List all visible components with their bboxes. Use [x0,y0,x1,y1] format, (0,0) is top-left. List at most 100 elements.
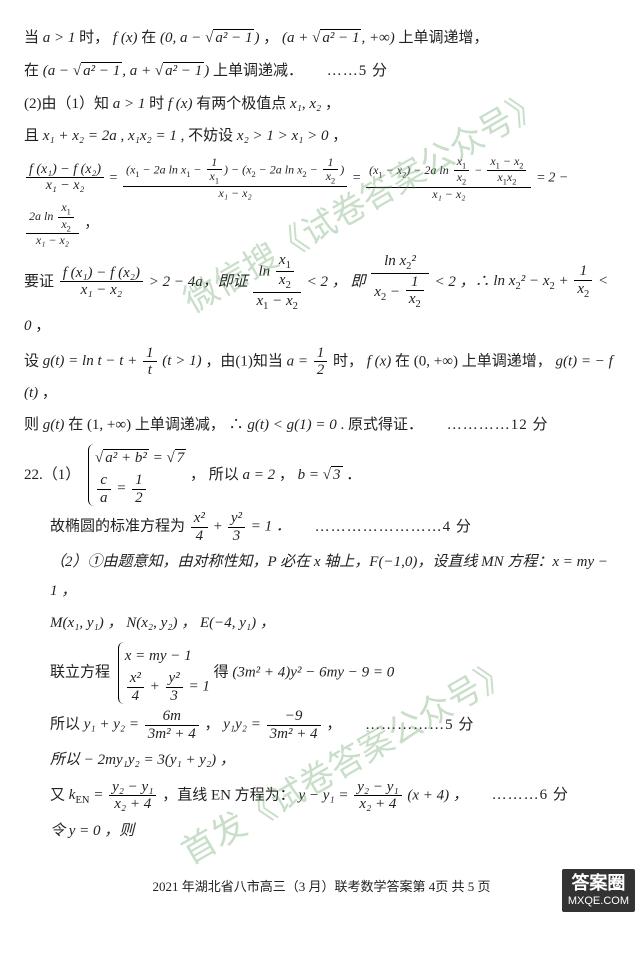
n: y₂ − y₁ [109,779,156,796]
rad: a² − 1 [213,29,254,46]
n: 1 [314,345,328,362]
t: 在 [141,30,160,46]
sqrt: a² − 1 [312,24,361,53]
x1: x₁ [290,96,302,112]
t: ，直线 EN 方程为： [162,787,295,803]
rad: a² − 1 [163,62,204,79]
bval: b = [298,466,323,482]
d: 3 [166,687,183,705]
lhs1: y₁ + y₂ = [84,717,143,733]
d: 3m² + 4 [267,725,321,743]
n: −9 [267,708,321,725]
t: 所以 − 2my₁y₂ = 3(y₁ + y₂) ， [50,752,235,768]
den: x₁ − x₂ [366,187,531,201]
logo-small: MXQE.COM [568,895,629,907]
eq: = [353,170,364,185]
comma: ， [263,30,278,46]
den: x₁ − x₂ [123,186,347,200]
eq2: x₁x₂ = 1 [128,128,177,144]
tail: 上单调递增， [399,30,489,46]
lhs-frac: f (x₁) − f (x₂) x₁ − x₂ [26,162,104,194]
int1a: (0, a − [160,30,205,46]
score-12: …………12 分 [447,411,549,440]
n: x² [191,510,208,527]
gdef: g(t) = ln t − t + 1t (t > 1) [43,353,202,369]
t: 故椭圆的标准方程为 [50,519,189,535]
d: a [97,489,111,507]
q22-ken: 又 kEN = y₂ − y₁x₂ + 4 ，直线 EN 方程为： y − y₁… [50,779,619,813]
n: x² [127,670,144,687]
frac1: x²4 [191,510,208,544]
r2: x²4 + y²3 = 1 [125,670,210,704]
rad: 7 [175,449,187,466]
para-4: 且 x₁ + x₂ = 2a , x₁x₂ = 1 , 不妨设 x₂ > 1 >… [24,122,619,151]
t: > 2 − 4a，即证 [149,273,252,289]
d: x₂ + 4 [354,795,401,813]
fx: f (x) [367,353,392,369]
t: 有两个极值点 [196,96,290,112]
n: 6m [145,708,199,725]
score-4: ……………………4 分 [315,513,472,542]
n: 1 [132,472,146,489]
tail: ， [325,96,340,112]
system2: x = my − 1 x²4 + y²3 = 1 [118,642,210,705]
intB: ) [204,63,209,79]
n: ln x1x2 [253,252,300,292]
den: x₁ − x₂ [26,233,79,247]
cond: a > 1 [43,30,76,46]
q22-1: 22.（1） a² + b² = 7 ca = 12 ， 所以 a = 2 ， … [24,444,619,507]
r1: x = my − 1 [125,642,210,671]
d: 2 [132,489,146,507]
para-1: 当 a > 1 时， f (x) 在 (0, a − a² − 1) ， (a … [24,24,619,53]
t: M(x₁, y₁) ， N(x₂, y₂) ， E(−4, y₁) ， [50,615,275,631]
t: 时， [79,30,109,46]
d: x2 − 1x2 [371,273,428,311]
n: y₂ − y₁ [354,779,401,796]
num: f (x₁) − f (x₂) [26,162,104,177]
f1: 6m3m² + 4 [145,708,199,742]
intA: (a − [43,63,73,79]
sqrt: a² − 1 [73,57,122,86]
q22-let: 令 y = 0 ，则 [50,817,619,846]
fx: f (x) [168,96,193,112]
label: 22.（1） [24,466,80,482]
n: c [97,472,111,489]
tail: ， [84,217,98,232]
kfrac: y₂ − y₁x₂ + 4 [109,779,156,813]
t: 令 y = 0 ，则 [50,823,134,839]
eqn: (3m² + 4)y² − 6my − 9 = 0 [232,665,394,681]
frac2: y²3 [228,510,245,544]
n: y² [166,670,183,687]
page-footer: 2021 年湖北省八市高三（3 月）联考数学答案第 4页 共 5 页 [24,875,619,900]
eq: = [113,481,131,497]
klabel: kEN = [69,787,107,803]
frac: f (x₁) − f (x₂)x₁ − x₂ [60,265,143,299]
tail: ， [35,318,50,334]
sqrt: a² − 1 [205,24,254,53]
mid: , a + [122,63,155,79]
sqrt: a² − 1 [155,57,204,86]
t: (2)由（1）知 [24,96,113,112]
t: 所以 [50,717,84,733]
t: 在 (1, +∞) 上单调递减， ∴ [68,417,247,433]
int2a: (a + [282,30,312,46]
frac: ln x1x2x1 − x2 [253,252,300,313]
t: （2）①由题意知，由对称性知，P 必在 x 轴上，F(−1,0)，设直线 MN … [50,554,608,599]
eqlhs: y − y₁ = [298,787,352,803]
para-2: 在 (a − a² − 1, a + a² − 1) 上单调递减． ……5 分 [24,57,619,86]
row1: a² + b² = 7 [95,444,186,473]
d: 4 [191,527,208,545]
sqrt: 3 [323,461,343,490]
t: ， 所以 [190,466,243,482]
int2b: , +∞) [361,30,394,46]
eq: = 1 ． [251,519,291,535]
d: 2 [314,361,328,379]
t: 时 [149,96,168,112]
t: 得 [214,665,233,681]
t: 则 [24,417,43,433]
d: x₂ + 4 [109,795,156,813]
big-eq: f (x₁) − f (x₂) x₁ − x₂ = (x1 − 2a ln x1… [24,155,619,248]
n: f (x₁) − f (x₂) [60,265,143,282]
aval: a = 2 [243,466,276,482]
rad: a² − 1 [81,62,122,79]
